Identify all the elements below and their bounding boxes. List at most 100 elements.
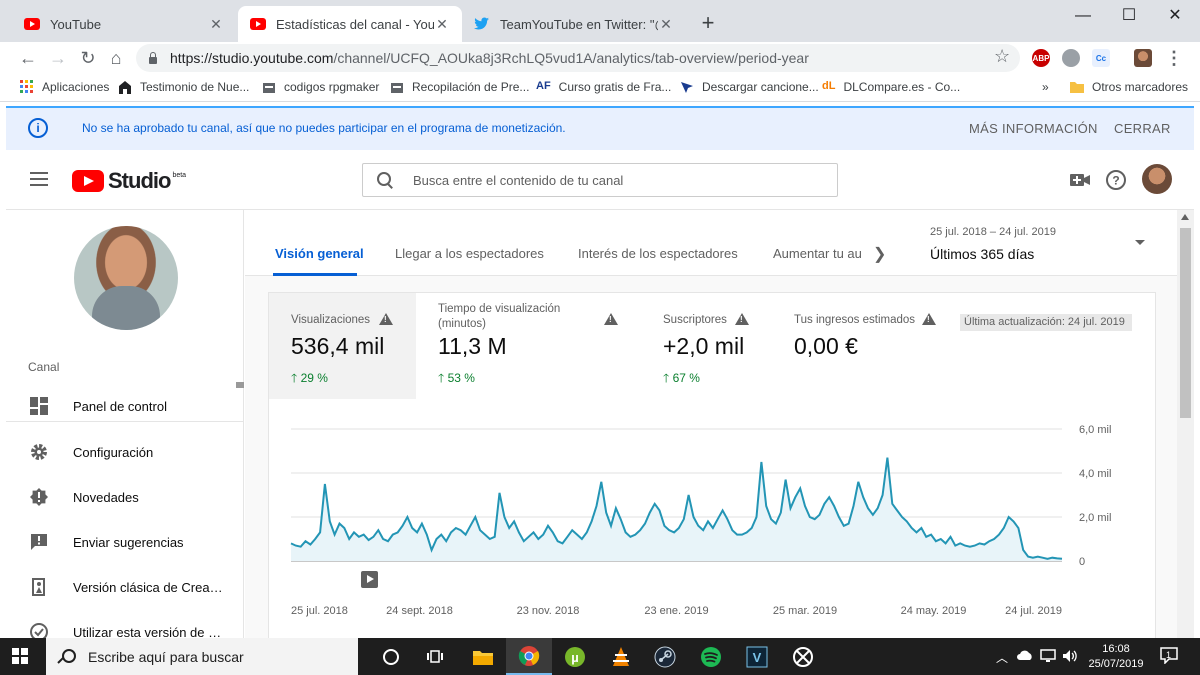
sidebar-item-dashboard[interactable]: Panel de control [6, 386, 244, 426]
onedrive-cloud-icon[interactable] [1016, 649, 1034, 664]
bookmark-recopilacion[interactable]: Recopilación de Pre... [390, 80, 529, 94]
metric-watch-time[interactable]: Tiempo de visualización (minutos) 11,3 M… [416, 293, 626, 399]
network-icon[interactable] [1040, 649, 1056, 666]
sidebar-item-settings[interactable]: Configuración [6, 432, 244, 472]
account-avatar[interactable] [1142, 164, 1172, 194]
tab-audience[interactable]: Aumentar tu au [773, 246, 862, 261]
forward-arrow-icon[interactable]: → [49, 48, 67, 68]
bookmark-descargar[interactable]: Descargar cancione... [680, 80, 819, 94]
close-tab-icon[interactable]: ✕ [660, 15, 672, 32]
tab-reach[interactable]: Llegar a los espectadores [395, 246, 544, 261]
minimize-icon[interactable]: — [1075, 7, 1091, 24]
bookmark-apps[interactable]: Aplicaciones [20, 80, 109, 94]
create-video-icon[interactable] [1068, 168, 1092, 192]
bookmark-testimonio[interactable]: Testimonio de Nue... [118, 80, 249, 94]
bookmark-rpgmaker[interactable]: codigos rpgmaker [262, 80, 379, 94]
chart-area [291, 457, 1062, 561]
metric-delta: 🡑 29 % [291, 371, 328, 385]
volume-icon[interactable] [1062, 649, 1078, 666]
bookmarks-overflow-button[interactable]: » [1042, 80, 1049, 94]
adblock-plus-icon[interactable]: ABP [1032, 49, 1050, 67]
scroll-up-icon[interactable] [1181, 214, 1189, 220]
play-icon[interactable] [361, 571, 378, 588]
metric-revenue[interactable]: Tus ingresos estimados 0,00 € [772, 293, 942, 399]
metric-views[interactable]: Visualizaciones 536,4 mil 🡑 29 % [269, 293, 416, 399]
tab-overview[interactable]: Visión general [275, 246, 364, 261]
church-icon [119, 81, 131, 94]
bookmark-otros[interactable]: Otros marcadores [1070, 80, 1188, 94]
alert-icon [30, 488, 48, 506]
chevron-right-icon[interactable]: ❯ [873, 246, 887, 263]
windows-start-icon[interactable] [12, 648, 28, 664]
chevron-down-icon[interactable] [1135, 240, 1145, 245]
sidebar-scrollbar[interactable] [236, 382, 244, 388]
sidebar-item-label: Configuración [73, 444, 154, 460]
svg-text:?: ? [1112, 174, 1119, 188]
utorrent-icon[interactable]: µ [562, 644, 588, 670]
cortana-icon[interactable] [378, 644, 404, 670]
chrome-icon[interactable] [506, 638, 552, 675]
back-arrow-icon[interactable]: ← [19, 48, 37, 68]
metric-label: Visualizaciones [291, 314, 371, 326]
hamburger-menu-icon[interactable] [30, 172, 48, 186]
svg-text:V: V [753, 650, 762, 665]
chart-line [290, 457, 1063, 560]
classic-icon [32, 578, 45, 596]
period-selector[interactable]: Últimos 365 días [930, 246, 1035, 262]
clock[interactable]: 16:08 25/07/2019 [1086, 642, 1146, 672]
task-view-icon[interactable] [422, 644, 448, 670]
youtube-studio-logo[interactable]: Studio beta [72, 168, 186, 194]
sidebar-item-classic-studio[interactable]: Versión clásica de Creator Studio [6, 567, 244, 607]
more-info-button[interactable]: MÁS INFORMACIÓN [969, 121, 1098, 136]
help-icon[interactable]: ? [1104, 168, 1128, 192]
extension-cc-icon[interactable]: Cc [1092, 49, 1110, 67]
browser-menu-icon[interactable]: ⋮ [1165, 48, 1183, 68]
scrollbar-thumb[interactable] [1180, 228, 1191, 418]
browser-tab-twitter[interactable]: TeamYouTube en Twitter: "@Yuni ✕ [462, 6, 686, 42]
metric-label: Tus ingresos estimados [794, 314, 916, 326]
page-scrollbar[interactable] [1177, 210, 1194, 638]
browser-tabstrip: YouTube ✕ Estadísticas del canal - YouTu… [0, 0, 1200, 42]
close-banner-button[interactable]: CERRAR [1114, 121, 1171, 136]
new-tab-button[interactable]: + [701, 10, 715, 35]
active-tab-indicator [273, 273, 357, 276]
date-range: 25 jul. 2018 – 24 jul. 2019 [930, 226, 1056, 238]
sidebar-item-feedback[interactable]: Enviar sugerencias [6, 522, 244, 562]
metric-delta: 🡑 53 % [438, 371, 475, 385]
x-tick-label: 23 ene. 2019 [644, 605, 708, 617]
bookmark-curso[interactable]: AF Curso gratis de Fra... [536, 80, 671, 94]
sidebar-item-news[interactable]: Novedades [6, 477, 244, 517]
youtube-play-logo-icon [72, 170, 104, 192]
taskbar-search-input[interactable]: Escribe aquí para buscar [46, 638, 358, 675]
bookmark-star-icon[interactable]: ☆ [994, 46, 1011, 66]
notifications-icon[interactable]: 1 [1160, 646, 1178, 667]
metric-subscribers[interactable]: Suscriptores +2,0 mil 🡑 67 % [641, 293, 771, 399]
sidebar: Canal Panel de control Configuración Nov… [6, 210, 244, 641]
chevron-up-icon[interactable]: ︿ [996, 651, 1009, 665]
bookmark-dlcompare[interactable]: dL DLCompare.es - Co... [822, 80, 960, 94]
vegas-icon[interactable]: V [744, 644, 770, 670]
channel-search-input[interactable]: Busca entre el contenido de tu canal [362, 163, 838, 197]
close-tab-icon[interactable]: ✕ [210, 15, 222, 32]
home-icon[interactable]: ⌂ [110, 48, 122, 68]
tab-interest[interactable]: Interés de los espectadores [578, 246, 738, 261]
bookmark-label: Aplicaciones [42, 80, 110, 94]
file-explorer-icon[interactable] [470, 644, 496, 670]
steam-icon[interactable] [652, 644, 678, 670]
profile-avatar-icon[interactable] [1134, 49, 1152, 67]
vlc-icon[interactable] [608, 644, 634, 670]
xbox-icon[interactable] [790, 644, 816, 670]
extension-circle-icon[interactable] [1062, 49, 1080, 67]
browser-tab-analytics[interactable]: Estadísticas del canal - YouTube S ✕ [238, 6, 462, 42]
address-bar[interactable]: https://studio.youtube.com/channel/UCFQ_… [136, 44, 1020, 72]
reload-icon[interactable]: ↻ [80, 48, 96, 68]
spotify-icon[interactable] [698, 644, 724, 670]
close-tab-icon[interactable]: ✕ [436, 15, 448, 32]
close-window-icon[interactable]: ✕ [1168, 7, 1182, 24]
maximize-icon[interactable]: ☐ [1121, 7, 1137, 24]
channel-avatar[interactable] [74, 226, 178, 330]
browser-tab-youtube[interactable]: YouTube ✕ [12, 6, 236, 42]
sidebar-section-label: Canal [28, 360, 60, 374]
views-chart[interactable]: 6,0 mil 4,0 mil 2,0 mil 0 25 jul. 2018 24 se… [269, 419, 1155, 641]
sidebar-item-label: Novedades [73, 489, 139, 505]
